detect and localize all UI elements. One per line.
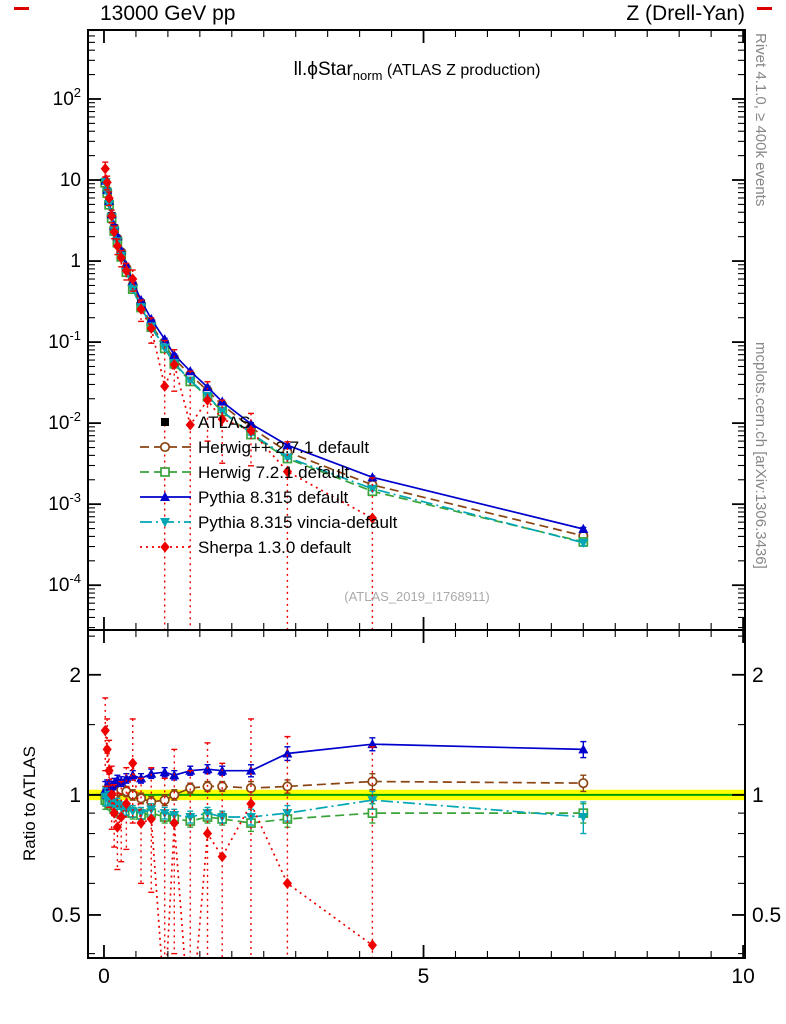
process-label: Z (Drell-Yan) [626,2,745,25]
analysis-label: (ATLAS Z production) [382,62,541,79]
rivet-version-label: Rivet 4.1.0, ≥ 400k events [752,33,769,207]
legend-item-pythia: Pythia 8.315 default [140,488,349,507]
main-y-tick-label: 10 [60,170,81,191]
legend-item-label: ATLAS [198,413,251,432]
ratio-y-tick-label: 1 [69,784,81,807]
legend-item-vincia: Pythia 8.315 vincia-default [140,513,398,532]
corner-marker-right [757,7,772,10]
ratio-y-tick-label: 1 [752,784,764,807]
ratio-y-tick-label: 0.5 [52,904,81,927]
ratio-y-tick-label: 2 [69,664,81,687]
corner-marker-left [14,7,29,10]
ratio-axis-title: Ratio to ATLAS [20,746,39,861]
legend-item-label: Pythia 8.315 default [198,488,349,507]
axes: 102 10 1 10-1 10-2 10-3 10-4 2 2 1 1 0.5 0.5 0 5 10 [48,29,781,988]
legend-item-label: Herwig++ 2.7.1 default [198,438,369,457]
legend-item-herwigpp: Herwig++ 2.7.1 default [140,438,369,457]
ratio-y-tick-label: 2 [752,664,764,687]
legend-item-sherpa: Sherpa 1.3.0 default [140,538,351,557]
analysis-id-watermark: (ATLAS_2019_I1768911) [344,589,490,604]
legend-item-label: Pythia 8.315 vincia-default [198,513,398,532]
reference-band [88,789,745,801]
plot-title: ll.ϕStarnorm (ATLAS Z production) [294,59,541,83]
mcplots-citation-label: mcplots.cern.ch [arXiv:1306.3436] [752,342,769,569]
series-sherpa [100,161,378,630]
main-y-tick-label: 10-2 [48,409,81,434]
legend-item-atlas: ATLAS [161,413,251,432]
main-y-tick-label: 102 [53,85,81,110]
ratio-y-tick-label: 0.5 [752,904,781,927]
legend: ATLAS Herwig++ 2.7.1 default Herwig 7.2.1 … [140,413,398,557]
legend-item-herwig7: Herwig 7.2.1 default [140,463,349,482]
main-y-tick-label: 1 [70,251,81,272]
legend-item-label: Sherpa 1.3.0 default [198,538,351,557]
x-tick-label: 5 [418,965,430,988]
x-tick-label: 0 [98,965,110,988]
main-y-tick-label: 10-4 [48,571,81,596]
main-y-tick-label: 10-1 [48,328,81,353]
beam-energy-label: 13000 GeV pp [100,2,236,25]
observable-name: ll.ϕStar [293,59,353,80]
main-y-tick-label: 10-3 [48,490,81,515]
series-sherpa [100,697,378,958]
observable-subscript: norm [352,68,383,83]
x-tick-label: 10 [731,965,754,988]
legend-item-label: Herwig 7.2.1 default [198,463,349,482]
